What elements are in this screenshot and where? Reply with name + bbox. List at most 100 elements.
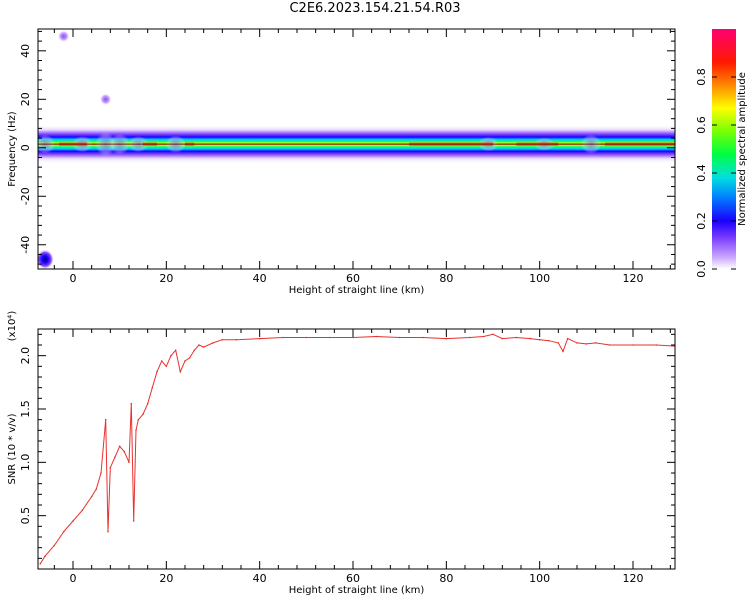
heatmap-ytick-label: 20 xyxy=(19,92,32,106)
snr-data-point xyxy=(212,342,214,344)
snr-frame xyxy=(37,328,676,570)
snr-data-point xyxy=(128,461,130,464)
snr-data-point xyxy=(202,346,205,348)
heatmap-layer xyxy=(38,30,675,269)
snr-data-point xyxy=(445,337,448,340)
snr-data-point xyxy=(655,344,658,346)
heatmap-xtick-label: 40 xyxy=(253,272,267,285)
snr-data-point xyxy=(538,338,541,341)
snr-xtick-label: 0 xyxy=(70,572,77,585)
snr-data-point xyxy=(170,354,172,357)
snr-data-point xyxy=(352,336,354,339)
heatmap-ytick-label: -40 xyxy=(19,236,32,254)
snr-data-point xyxy=(142,413,144,416)
snr-data-point xyxy=(123,450,126,453)
snr-data-point xyxy=(146,402,149,405)
snr-data-point xyxy=(482,335,485,338)
snr-data-point xyxy=(72,520,74,522)
snr-x-axis-label: Height of straight line (km) xyxy=(289,585,425,596)
snr-xtick-label: 100 xyxy=(529,572,550,585)
colorbar-tick-label: 0.4 xyxy=(695,164,708,182)
spectral-blob xyxy=(38,249,54,269)
snr-data-point xyxy=(398,336,401,339)
snr-data-point xyxy=(107,530,109,533)
snr-data-point xyxy=(39,562,42,565)
snr-ytick-label: 2.0 xyxy=(19,347,32,365)
snr-data-point xyxy=(562,350,564,353)
snr-data-point xyxy=(585,343,588,345)
page-title: C2E6.2023.154.21.54.R03 xyxy=(289,1,461,16)
spectral-blob xyxy=(57,30,70,43)
snr-data-point xyxy=(198,344,200,346)
snr-data-point xyxy=(137,418,140,421)
colorbar-tick-label: 0.2 xyxy=(695,212,708,230)
snr-xtick-label: 40 xyxy=(253,572,267,585)
snr-data-point xyxy=(328,336,331,339)
snr-data-point xyxy=(62,530,65,533)
snr-xtick-label: 80 xyxy=(439,572,453,585)
snr-data-point xyxy=(114,456,116,458)
heatmap-axes: 0 20 40 60 80 100 120 Height of straight line (… xyxy=(7,28,676,296)
heatmap-y-axis-label: Frequency (Hz) xyxy=(7,111,18,187)
snr-xtick-label: 60 xyxy=(346,572,360,585)
heatmap-xtick-label: 20 xyxy=(159,272,173,285)
snr-data-point xyxy=(81,509,84,512)
heatmap-ytick-label: -20 xyxy=(19,187,32,205)
snr-data-point xyxy=(90,495,93,498)
heatmap-ytick-label: 40 xyxy=(19,44,32,58)
snr-data-point xyxy=(179,370,182,373)
snr-data-point xyxy=(529,337,532,340)
snr-data-point xyxy=(221,338,224,341)
snr-ytick-label: 0.5 xyxy=(19,507,32,525)
snr-data-point xyxy=(118,445,121,448)
snr-xtick-label: 20 xyxy=(159,572,173,585)
snr-data-point xyxy=(557,342,560,344)
snr-data-point xyxy=(282,336,284,339)
snr-data-point xyxy=(165,365,168,368)
snr-axes: 0 20 40 60 80 100 120 Height of straight line (… xyxy=(7,311,676,596)
snr-data-point xyxy=(258,337,261,340)
snr-line-layer xyxy=(39,333,675,565)
snr-data-point xyxy=(188,357,191,359)
snr-data-point xyxy=(576,342,578,344)
colorbar-tick-label: 0.0 xyxy=(695,260,708,278)
colorbar-label: Normalized spectral amplitude xyxy=(737,72,748,226)
snr-y-axis-label: SNR (10 * v/v) xyxy=(7,413,18,484)
heatmap-xtick-label: 100 xyxy=(529,272,550,285)
snr-data-point xyxy=(501,337,504,340)
snr-ytick-label: 1.5 xyxy=(19,400,32,418)
heatmap-ytick-label: 0 xyxy=(19,144,32,151)
snr-data-point xyxy=(184,360,186,362)
colorbar-tick-label: 0.6 xyxy=(695,116,708,134)
snr-data-point xyxy=(130,402,133,405)
snr-data-point xyxy=(95,488,98,490)
snr-data-point xyxy=(566,337,569,340)
snr-ytick-label: 1.0 xyxy=(19,454,32,472)
snr-data-point xyxy=(109,466,112,469)
snr-data-point xyxy=(100,472,102,474)
snr-data-point xyxy=(174,349,177,352)
snr-data-point xyxy=(104,418,107,421)
heatmap-x-axis-label: Height of straight line (km) xyxy=(289,285,425,296)
snr-data-point xyxy=(632,344,634,346)
colorbar: 0.0 0.2 0.4 0.6 0.8 Normalized spectral ampli… xyxy=(695,29,748,278)
snr-data-point xyxy=(193,349,196,352)
heatmap-xtick-label: 120 xyxy=(623,272,644,285)
snr-data-point xyxy=(608,344,611,346)
snr-data-point xyxy=(151,386,154,389)
snr-data-point xyxy=(468,336,471,339)
heatmap-frame xyxy=(37,28,676,270)
snr-scale-label: (x10⁴) xyxy=(7,311,18,342)
snr-data-point xyxy=(492,333,494,336)
snr-data-point xyxy=(160,360,163,362)
snr-data-point xyxy=(235,338,238,341)
snr-data-point xyxy=(135,429,137,432)
snr-data-point xyxy=(305,336,308,339)
heatmap-xtick-label: 0 xyxy=(70,272,77,285)
snr-xtick-label: 120 xyxy=(623,572,644,585)
colorbar-gradient xyxy=(712,29,736,269)
snr-data-point xyxy=(548,339,550,342)
snr-data-point xyxy=(594,342,597,344)
heatmap-xtick-label: 60 xyxy=(346,272,360,285)
